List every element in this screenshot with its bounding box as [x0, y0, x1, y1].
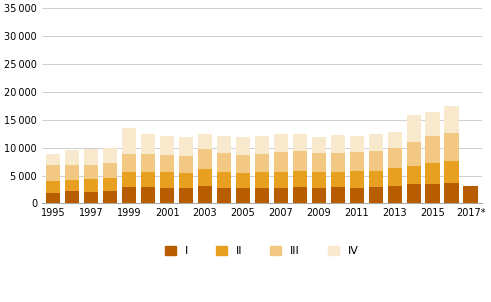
Bar [65, 180, 80, 191]
Bar [444, 106, 459, 133]
Bar [293, 171, 307, 187]
Bar [217, 153, 231, 172]
Bar [369, 134, 383, 151]
Bar [312, 153, 326, 172]
Bar [46, 193, 60, 204]
Bar [141, 172, 155, 187]
Bar [350, 136, 364, 152]
Bar [103, 163, 117, 178]
Bar [464, 185, 478, 204]
Bar [122, 154, 136, 172]
Bar [293, 187, 307, 204]
Bar [426, 184, 440, 204]
Bar [444, 183, 459, 204]
Bar [330, 153, 345, 172]
Bar [122, 128, 136, 154]
Bar [217, 172, 231, 188]
Bar [293, 134, 307, 151]
Bar [179, 188, 193, 204]
Bar [84, 192, 98, 204]
Bar [330, 172, 345, 187]
Bar [179, 137, 193, 156]
Bar [407, 142, 421, 166]
Bar [84, 149, 98, 165]
Bar [103, 148, 117, 163]
Bar [255, 154, 269, 172]
Bar [46, 181, 60, 193]
Bar [198, 186, 212, 204]
Bar [46, 154, 60, 165]
Bar [274, 152, 288, 172]
Bar [65, 165, 80, 180]
Bar [141, 134, 155, 154]
Bar [65, 191, 80, 204]
Bar [387, 148, 402, 168]
Bar [387, 185, 402, 204]
Bar [160, 137, 174, 155]
Bar [236, 137, 250, 156]
Bar [236, 188, 250, 204]
Bar [407, 115, 421, 142]
Bar [198, 149, 212, 169]
Bar [84, 179, 98, 192]
Bar [255, 137, 269, 154]
Bar [426, 163, 440, 184]
Bar [65, 150, 80, 165]
Bar [330, 135, 345, 153]
Bar [312, 137, 326, 153]
Bar [255, 188, 269, 204]
Bar [179, 173, 193, 188]
Bar [217, 188, 231, 204]
Bar [444, 133, 459, 161]
Bar [46, 165, 60, 181]
Bar [160, 172, 174, 188]
Bar [179, 156, 193, 173]
Bar [274, 188, 288, 204]
Bar [312, 188, 326, 204]
Bar [387, 132, 402, 148]
Bar [444, 161, 459, 183]
Bar [217, 137, 231, 153]
Bar [426, 112, 440, 136]
Bar [141, 187, 155, 204]
Bar [274, 172, 288, 188]
Bar [236, 173, 250, 188]
Bar [369, 151, 383, 171]
Bar [198, 134, 212, 149]
Bar [122, 187, 136, 204]
Bar [236, 156, 250, 173]
Bar [369, 171, 383, 187]
Bar [84, 165, 98, 179]
Bar [350, 152, 364, 171]
Legend: I, II, III, IV: I, II, III, IV [165, 246, 359, 256]
Bar [103, 178, 117, 191]
Bar [198, 169, 212, 186]
Bar [407, 166, 421, 185]
Bar [141, 154, 155, 172]
Bar [407, 185, 421, 204]
Bar [160, 188, 174, 204]
Bar [122, 172, 136, 187]
Bar [330, 187, 345, 204]
Bar [160, 155, 174, 172]
Bar [350, 188, 364, 204]
Bar [426, 136, 440, 163]
Bar [387, 168, 402, 185]
Bar [312, 172, 326, 188]
Bar [350, 171, 364, 188]
Bar [369, 187, 383, 204]
Bar [103, 191, 117, 204]
Bar [274, 134, 288, 152]
Bar [293, 151, 307, 171]
Bar [255, 172, 269, 188]
